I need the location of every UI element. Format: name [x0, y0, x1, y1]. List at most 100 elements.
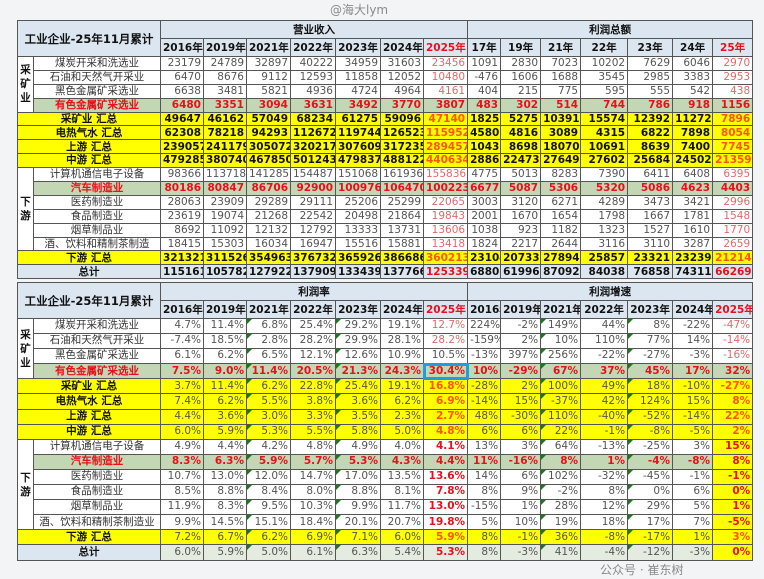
table-title: 工业企业-25年11月累计: [17, 20, 161, 57]
cell-value: 14%: [672, 333, 714, 350]
cell-value: -29%: [500, 363, 542, 380]
cell-value: 80186: [160, 181, 204, 196]
cell-value: 29111: [290, 194, 336, 210]
cell-value: 488122: [380, 153, 424, 169]
cell-value: -13%: [467, 348, 502, 365]
cell-value: 8698: [500, 139, 542, 155]
cell-value: 1057825: [203, 264, 247, 280]
cell-value: 17%: [627, 514, 674, 531]
cell-value: -4%: [580, 544, 629, 561]
cell-value: 2644: [540, 236, 582, 252]
cell-value: 7898: [672, 125, 714, 141]
row-label: 下游 汇总: [17, 529, 161, 546]
table-row: 下 游计算机通信电子设备 4.9% 4.4% 4.2% 4.8% 4.9% 4.0% 4.1%…: [17, 438, 754, 531]
cell-value: 1610: [672, 222, 714, 238]
row-group-label: 采 矿 业: [17, 317, 34, 380]
cell-value: 8%: [712, 453, 754, 470]
cell-value: 2.3%: [380, 408, 424, 425]
cell-value: -52%: [627, 408, 674, 425]
cell-value: 5.5%: [246, 393, 291, 410]
cell-value: 29%: [627, 499, 674, 516]
row-label: 总计: [17, 264, 161, 280]
table-row: 黑色金属矿采选业 6638 3481 5821 4936 4724 4964 4161 404 2…: [18, 83, 754, 99]
cell-value: 7896: [712, 111, 754, 127]
cell-value: 6%: [500, 468, 542, 486]
cell-value: 9.5%: [246, 499, 291, 516]
cell-value: 1182: [540, 222, 582, 238]
cell-value: 3481: [203, 83, 247, 99]
cell-value: -16%: [712, 348, 754, 365]
cell-value: 8639: [627, 139, 674, 155]
cell-value: 365926: [335, 250, 381, 266]
table-row: 总计 6.0% 5.9% 5.0% 6.1% 6.3% 5.4% 5.3% 8% -3% 41% -4…: [17, 544, 754, 561]
cell-value: 28.2%: [422, 333, 469, 350]
cell-value: 3383: [672, 69, 714, 85]
cell-value: 7400: [672, 139, 714, 155]
cell-value: 2.8%: [246, 333, 291, 350]
cell-value: 8676: [203, 69, 247, 85]
cell-value: 2001: [467, 208, 502, 224]
cell-value: -13%: [580, 438, 629, 455]
cell-value: 1379098: [290, 264, 336, 280]
table-row: 汽车制造业 8.3% 6.3% 5.9% 5.7% 5.3% 4.3% 4.4% 11% -16%…: [18, 453, 754, 470]
cell-value: 5.9%: [246, 453, 291, 470]
cell-value: 28%: [540, 499, 582, 516]
cell-value: 2970: [712, 56, 754, 71]
cell-value: 4.1%: [422, 438, 469, 455]
cell-value: 8%: [467, 529, 502, 546]
cell-value: -14%: [467, 393, 502, 410]
cell-value: 112672: [290, 125, 336, 141]
cell-value: -14%: [712, 333, 754, 350]
cell-value: 305072: [246, 139, 291, 155]
cell-value: 8.5%: [160, 484, 204, 501]
cell-value: -40%: [580, 408, 629, 425]
cell-value: 1770: [712, 222, 754, 238]
cell-value: 67%: [540, 363, 582, 380]
cell-value: 6395: [712, 167, 754, 183]
cell-value: 775: [540, 83, 582, 99]
cell-value: 6046: [672, 56, 714, 71]
cell-value: 32%: [712, 363, 754, 380]
table-row: 食品制造业 8.5% 8.8% 8.4% 8.0% 8.8% 8.1% 7.8% 8% 9% -2%…: [18, 484, 754, 501]
cell-value: 8.3%: [160, 453, 204, 470]
cell-value: 18.4%: [290, 514, 336, 531]
cell-value: 1781: [672, 208, 714, 224]
cell-value: 29289: [246, 194, 291, 210]
cell-value: 49647: [160, 111, 204, 127]
cell-value: 23321: [627, 250, 674, 266]
cell-value: 6.1%: [290, 544, 336, 561]
cell-value: 1279226: [246, 264, 291, 280]
table-row: 酒、饮料和精制茶制造业 9.9% 14.5% 15.1% 18.4% 20.1% 20.7%…: [18, 514, 754, 531]
row-group-label: 下 游: [17, 438, 34, 531]
cell-value: 23619: [160, 208, 204, 224]
cell-value: 126523: [380, 125, 424, 141]
cell-value: 3631: [290, 97, 336, 113]
cell-value: -45%: [627, 468, 674, 486]
cell-value: 25857: [580, 250, 629, 266]
year-header: 2019年: [203, 38, 247, 57]
cell-value: 5087: [500, 181, 542, 196]
cell-value: 77%: [627, 333, 674, 350]
cell-value: 141285: [246, 167, 291, 183]
table-row: 黑色金属矿采选业 6.1% 6.2% 6.5% 12.1% 12.6% 10.9% 10.5%…: [18, 348, 754, 365]
cell-value: 11272: [672, 111, 714, 127]
cell-value: 12052: [380, 69, 424, 85]
cell-value: 3770: [380, 97, 424, 113]
row-label: 上游 汇总: [17, 139, 161, 155]
cell-value: 6.0%: [160, 423, 204, 440]
row-label: 计算机通信电子设备: [33, 438, 161, 455]
cell-value: 20498: [335, 208, 381, 224]
cell-value: 5086: [627, 181, 674, 196]
row-label: 采矿业 汇总: [17, 378, 161, 395]
group-header-2: 利润总额: [467, 20, 754, 39]
cell-value: 6.7%: [203, 529, 247, 546]
cell-value: 61996: [500, 264, 542, 280]
row-label: 石油和天然气开采业: [33, 333, 161, 350]
cell-value: 3.8%: [290, 393, 336, 410]
cell-value: 6.9%: [422, 393, 469, 410]
row-group-label: 采 矿 业: [17, 56, 34, 113]
cell-value: 4.8%: [422, 423, 469, 440]
cell-value: -1%: [712, 468, 754, 486]
cell-value: 8.3%: [203, 499, 247, 516]
cell-value: 76858: [627, 264, 674, 280]
